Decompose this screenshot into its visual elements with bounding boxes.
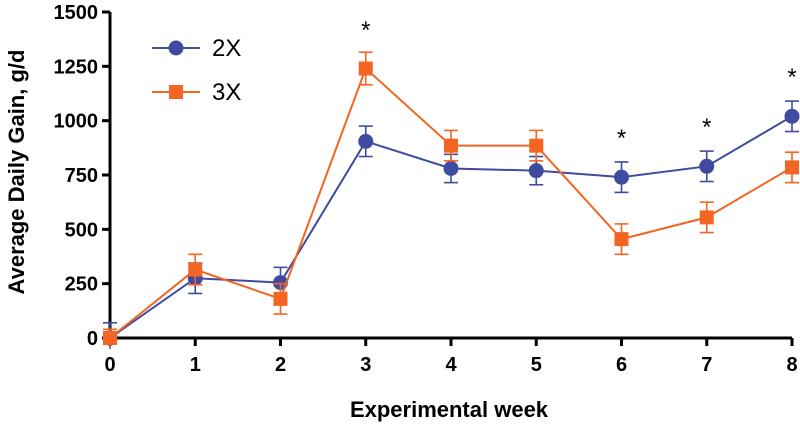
y-tick-label: 1000 xyxy=(54,111,99,133)
y-tick-label: 1250 xyxy=(54,56,99,78)
y-tick-label: 1500 xyxy=(54,2,99,24)
data-point xyxy=(614,169,629,185)
data-point xyxy=(444,138,458,153)
data-point xyxy=(443,160,459,176)
x-axis-title: Experimental week xyxy=(350,397,549,422)
significance-asterisk: * xyxy=(702,114,711,141)
x-tick-label: 6 xyxy=(616,354,627,376)
y-axis-title: Average Daily Gain, g/d xyxy=(4,50,29,295)
legend-item-3x: 3X xyxy=(152,79,241,106)
y-tick-label: 0 xyxy=(87,328,98,350)
data-point xyxy=(785,160,799,175)
x-tick-label: 4 xyxy=(445,354,457,376)
significance-asterisk: * xyxy=(617,125,626,152)
data-point xyxy=(528,163,544,179)
data-point xyxy=(529,138,544,153)
y-axis-ticks: 0 250 500 750 1000 1250 1500 xyxy=(54,2,110,350)
x-tick-label: 5 xyxy=(531,354,542,376)
data-point xyxy=(358,133,374,149)
data-point xyxy=(699,158,715,174)
legend-label: 2X xyxy=(212,35,241,62)
x-tick-label: 1 xyxy=(190,354,201,376)
y-tick-label: 250 xyxy=(65,274,98,296)
x-tick-label: 2 xyxy=(275,354,286,376)
significance-annotations: * * * * xyxy=(361,17,797,152)
data-point xyxy=(784,108,800,124)
legend-item-2x: 2X xyxy=(152,35,241,62)
y-tick-label: 500 xyxy=(65,219,98,241)
data-point xyxy=(103,331,117,345)
x-tick-label: 7 xyxy=(701,354,712,376)
data-point xyxy=(358,61,373,76)
x-tick-label: 3 xyxy=(360,354,371,376)
data-point xyxy=(273,291,288,306)
legend: 2X 3X xyxy=(152,35,241,106)
data-point xyxy=(699,210,714,225)
data-point xyxy=(614,232,629,247)
significance-asterisk: * xyxy=(787,64,796,91)
x-tick-label: 8 xyxy=(786,354,797,376)
legend-label: 3X xyxy=(212,79,241,106)
legend-marker xyxy=(169,85,183,99)
series-line-3x xyxy=(109,66,793,339)
x-axis-ticks: 0 1 2 3 4 5 6 7 8 xyxy=(104,338,798,376)
series-3x xyxy=(103,51,799,347)
y-tick-label: 750 xyxy=(65,165,98,187)
significance-asterisk: * xyxy=(361,17,370,44)
data-point xyxy=(188,262,203,277)
x-tick-label: 0 xyxy=(104,354,115,376)
legend-marker xyxy=(168,40,184,56)
data-series xyxy=(102,51,800,349)
